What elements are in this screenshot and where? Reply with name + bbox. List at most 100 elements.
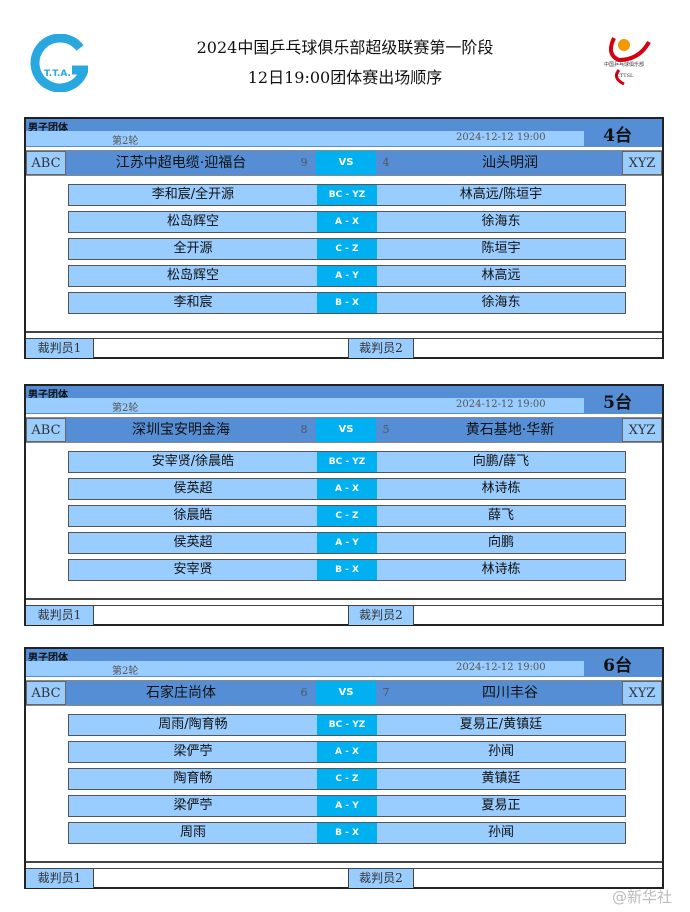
referee1-field[interactable]	[94, 339, 348, 358]
left-code: ABC	[26, 418, 66, 442]
right-team: 黄石基地·华新	[465, 422, 555, 438]
panel-header: 男子团体 第2轮 2024-12-12 19:00 6台	[26, 649, 662, 677]
cttsl-logo: 中国乒乓球俱乐部 CTTSL	[604, 30, 654, 86]
right-player: 向鹏/薛飞	[472, 454, 530, 469]
referee1-label: 裁判员1	[26, 869, 94, 888]
match-row: 周雨/陶育畅 BC - YZ 夏易正/黄镇廷	[68, 714, 626, 736]
match-row: 周雨 B - X 孙闻	[68, 822, 626, 844]
left-player: 松岛辉空	[166, 214, 219, 229]
right-player: 陈垣宇	[481, 241, 521, 256]
match-row: 李和宸/全开源 BC - YZ 林高远/陈垣宇	[68, 184, 626, 206]
svg-text:中国乒乓球俱乐部: 中国乒乓球俱乐部	[604, 61, 644, 68]
match-row: 松岛辉空 A - X 徐海东	[68, 211, 626, 233]
vs-badge: VS	[316, 681, 376, 705]
right-player: 夏易正/黄镇廷	[459, 717, 543, 732]
datetime-label: 2024-12-12 19:00	[456, 399, 546, 410]
team-row: ABC 江苏中超电缆·迎福台 9 VS 4 汕头明润 XYZ	[26, 150, 662, 176]
left-player: 安宰贤	[173, 562, 213, 577]
right-player: 黄镇廷	[481, 771, 521, 786]
vs-badge: VS	[316, 418, 376, 442]
right-player: 向鹏	[487, 535, 514, 550]
left-player: 徐晨皓	[173, 508, 213, 523]
watermark: @新华社	[612, 888, 673, 906]
match-code: BC - YZ	[317, 715, 377, 735]
divider	[26, 861, 662, 863]
right-team: 四川丰谷	[482, 685, 538, 701]
referee1-label: 裁判员1	[26, 606, 94, 625]
svg-text:T.T.A.: T.T.A.	[44, 69, 71, 79]
category-label: 男子团体	[28, 123, 68, 134]
match-code: B - X	[317, 823, 377, 843]
match-code: C - Z	[317, 239, 377, 259]
right-score: 7	[382, 686, 390, 699]
right-player: 徐海东	[481, 295, 521, 310]
referee2-field[interactable]	[414, 606, 662, 625]
referee-row: 裁判员1 裁判员2	[26, 338, 662, 358]
right-player: 林高远/陈垣宇	[459, 187, 543, 202]
referee2-label: 裁判员2	[348, 339, 414, 358]
match-row: 梁俨苧 A - Y 夏易正	[68, 795, 626, 817]
right-player: 孙闻	[487, 744, 514, 759]
page-title: 2024中国乒乓球俱乐部超级联赛第一阶段	[196, 38, 494, 57]
right-score: 4	[382, 156, 390, 169]
left-player: 周雨/陶育畅	[158, 717, 228, 732]
left-team: 江苏中超电缆·迎福台	[115, 155, 247, 171]
match-row: 侯英超 A - X 林诗栋	[68, 478, 626, 500]
table-number: 6台	[603, 656, 632, 676]
left-code: ABC	[26, 151, 66, 175]
vs-badge: VS	[316, 151, 376, 175]
match-code: C - Z	[317, 769, 377, 789]
right-team: 汕头明润	[482, 155, 538, 171]
match-row: 梁俨苧 A - X 孙闻	[68, 741, 626, 763]
left-score: 6	[300, 686, 308, 699]
referee-row: 裁判员1 裁判员2	[26, 868, 662, 888]
left-player: 梁俨苧	[173, 744, 213, 759]
left-player: 侯英超	[173, 481, 213, 496]
right-code: XYZ	[622, 151, 662, 175]
divider	[26, 331, 662, 333]
left-player: 陶育畅	[173, 771, 213, 786]
match-code: A - X	[317, 742, 377, 762]
left-code: ABC	[26, 681, 66, 705]
round-label: 第2轮	[112, 136, 139, 147]
right-player: 林高远	[481, 268, 521, 283]
match-code: BC - YZ	[317, 452, 377, 472]
round-label: 第2轮	[112, 403, 139, 414]
svg-text:CTTSL: CTTSL	[616, 73, 634, 79]
right-code: XYZ	[622, 418, 662, 442]
right-score: 5	[382, 423, 390, 436]
referee2-field[interactable]	[414, 339, 662, 358]
match-code: A - Y	[317, 533, 377, 553]
left-player: 李和宸	[173, 295, 213, 310]
left-player: 侯英超	[173, 535, 213, 550]
tta-logo: T.T.A.	[30, 33, 91, 93]
referee1-label: 裁判员1	[26, 339, 94, 358]
left-team: 深圳宝安明金海	[132, 422, 230, 438]
referee2-label: 裁判员2	[348, 869, 414, 888]
match-code: B - X	[317, 560, 377, 580]
left-score: 9	[300, 156, 308, 169]
right-player: 林诗栋	[481, 562, 521, 577]
left-player: 松岛辉空	[166, 268, 219, 283]
match-panel: 男子团体 第2轮 2024-12-12 19:00 4台 ABC 江苏中超电缆·迎…	[24, 117, 664, 359]
match-row: 徐晨皓 C - Z 薛飞	[68, 505, 626, 527]
match-code: A - X	[317, 479, 377, 499]
match-panel: 男子团体 第2轮 2024-12-12 19:00 5台 ABC 深圳宝安明金海 …	[24, 384, 664, 626]
match-row: 陶育畅 C - Z 黄镇廷	[68, 768, 626, 790]
match-row: 侯英超 A - Y 向鹏	[68, 532, 626, 554]
panel-header: 男子团体 第2轮 2024-12-12 19:00 4台	[26, 119, 662, 147]
datetime-label: 2024-12-12 19:00	[456, 132, 546, 143]
round-label: 第2轮	[112, 666, 139, 677]
match-row: 李和宸 B - X 徐海东	[68, 292, 626, 314]
team-row: ABC 石家庄尚体 6 VS 7 四川丰谷 XYZ	[26, 680, 662, 706]
table-number: 4台	[603, 126, 632, 146]
match-row: 安宰贤/徐晨皓 BC - YZ 向鹏/薛飞	[68, 451, 626, 473]
right-player: 夏易正	[481, 798, 521, 813]
referee1-field[interactable]	[94, 606, 348, 625]
right-player: 薛飞	[487, 508, 514, 523]
left-player: 周雨	[179, 825, 206, 840]
divider	[26, 598, 662, 600]
referee1-field[interactable]	[94, 869, 348, 888]
match-code: B - X	[317, 293, 377, 313]
match-code: BC - YZ	[317, 185, 377, 205]
